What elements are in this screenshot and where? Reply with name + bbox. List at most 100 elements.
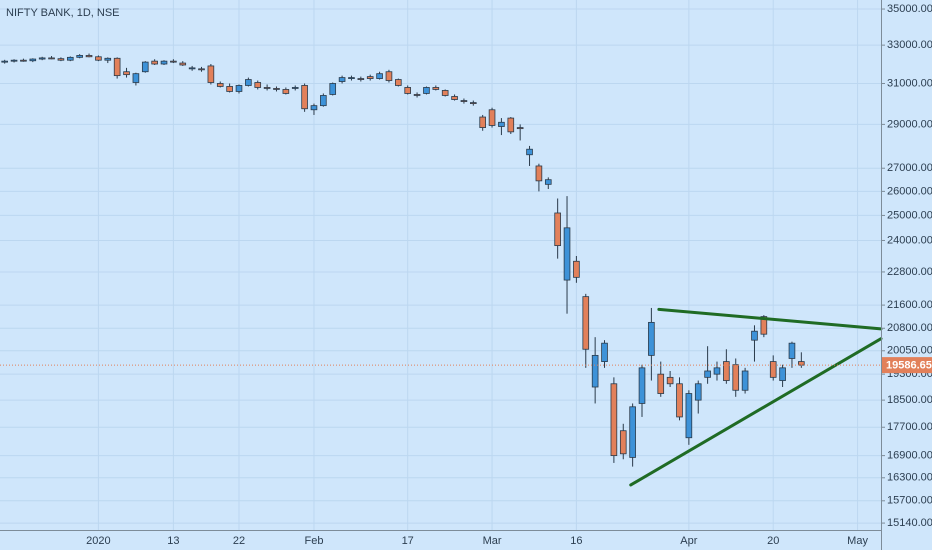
candle-body	[66, 56, 74, 61]
candle-body	[348, 77, 355, 79]
candle-body	[732, 364, 740, 391]
candle-body	[366, 76, 374, 79]
candle-body	[788, 342, 796, 359]
candle-body	[638, 367, 646, 404]
candle-body	[451, 96, 458, 100]
candle-body	[526, 148, 533, 156]
candle-body	[57, 58, 65, 61]
candle-body	[395, 79, 402, 86]
candle-body	[535, 165, 543, 182]
y-tick-label: 22800.00	[887, 266, 932, 278]
candle-body	[798, 361, 805, 366]
x-tick-label: Mar	[483, 535, 502, 547]
candle-body	[516, 127, 524, 130]
axes: 35000.00 33000.00 31000.00 29000.00 27000.00…	[86, 3, 932, 547]
candle-body	[188, 67, 196, 70]
candle-body	[273, 88, 280, 90]
candle-body	[141, 61, 149, 73]
candle-body	[282, 89, 290, 94]
y-tick-label: 15700.00	[887, 495, 932, 507]
candle-body	[226, 86, 233, 92]
candle-body	[760, 316, 768, 335]
candle-body	[563, 227, 571, 281]
x-tick-label: 22	[233, 535, 245, 547]
candle-body	[573, 260, 580, 278]
candle-body	[48, 57, 55, 60]
candle-body	[751, 330, 758, 341]
candle-body	[432, 87, 440, 90]
candle-body	[648, 321, 655, 356]
x-tick-label: Apr	[680, 535, 697, 547]
x-tick-label: 20	[767, 535, 779, 547]
candle-body	[441, 90, 449, 96]
candle-body	[95, 56, 102, 61]
candle-body	[29, 58, 37, 62]
candle-body	[207, 65, 215, 83]
candle-body	[160, 60, 168, 65]
candle-body	[151, 60, 158, 65]
candle-body	[132, 73, 140, 83]
candle-body	[507, 117, 515, 133]
x-tick-label: 2020	[86, 535, 110, 547]
candle-body	[619, 430, 627, 455]
x-tick-label: 16	[570, 535, 582, 547]
candle-body	[329, 83, 337, 95]
candle-body	[123, 71, 130, 76]
y-tick-label: 17700.00	[887, 421, 932, 433]
candle-body	[488, 109, 496, 126]
candle-body	[320, 95, 327, 107]
last-price-box	[882, 357, 932, 374]
grid	[0, 0, 881, 530]
y-tick-label: 20800.00	[887, 322, 932, 334]
candle-body	[554, 212, 561, 247]
candle-body	[460, 100, 468, 102]
y-tick-label: 26000.00	[887, 185, 932, 197]
symbol-title: NIFTY BANK, 1D, NSE	[6, 7, 120, 19]
candle-body	[338, 77, 346, 82]
candle-body	[591, 354, 599, 388]
y-tick-label: 15140.00	[887, 517, 932, 529]
y-tick-label: 18500.00	[887, 394, 932, 406]
x-tick-label: 17	[402, 535, 414, 547]
candle-body	[245, 79, 252, 86]
candle-body	[666, 376, 674, 385]
candle-body	[291, 87, 299, 89]
y-tick-label: 21600.00	[887, 299, 932, 311]
candle-body	[216, 83, 224, 87]
candle-body	[357, 78, 365, 80]
candle-body	[179, 62, 187, 66]
candle-body	[723, 361, 730, 381]
y-tick-label: 16900.00	[887, 450, 932, 462]
y-tick-label: 33000.00	[887, 39, 932, 51]
candle-body	[694, 383, 702, 401]
candle-body	[713, 367, 721, 375]
candle-body	[413, 94, 421, 96]
candle-body	[769, 361, 777, 378]
candles	[1, 53, 805, 467]
candle-body	[254, 82, 262, 88]
candle-body	[85, 55, 93, 58]
y-tick-label: 27000.00	[887, 162, 932, 174]
candle-body	[301, 85, 308, 110]
candle-body	[676, 383, 683, 418]
candle-body	[104, 57, 112, 61]
candle-body	[629, 406, 636, 458]
trendline	[629, 337, 883, 487]
candle-body	[657, 373, 665, 394]
candle-body	[10, 59, 18, 62]
candle-body	[385, 71, 393, 81]
x-tick-label: Feb	[304, 535, 323, 547]
candle-body	[235, 85, 243, 92]
y-tick-label: 25000.00	[887, 209, 932, 221]
candle-body	[582, 296, 590, 350]
candle-body	[741, 370, 749, 391]
candle-body	[469, 102, 477, 105]
candle-body	[498, 121, 505, 127]
candle-body	[170, 60, 177, 63]
x-tick-label: May	[847, 535, 868, 547]
overlay	[0, 307, 883, 487]
candle-body	[685, 393, 693, 439]
candle-body	[310, 105, 318, 111]
candle-body	[601, 342, 608, 362]
